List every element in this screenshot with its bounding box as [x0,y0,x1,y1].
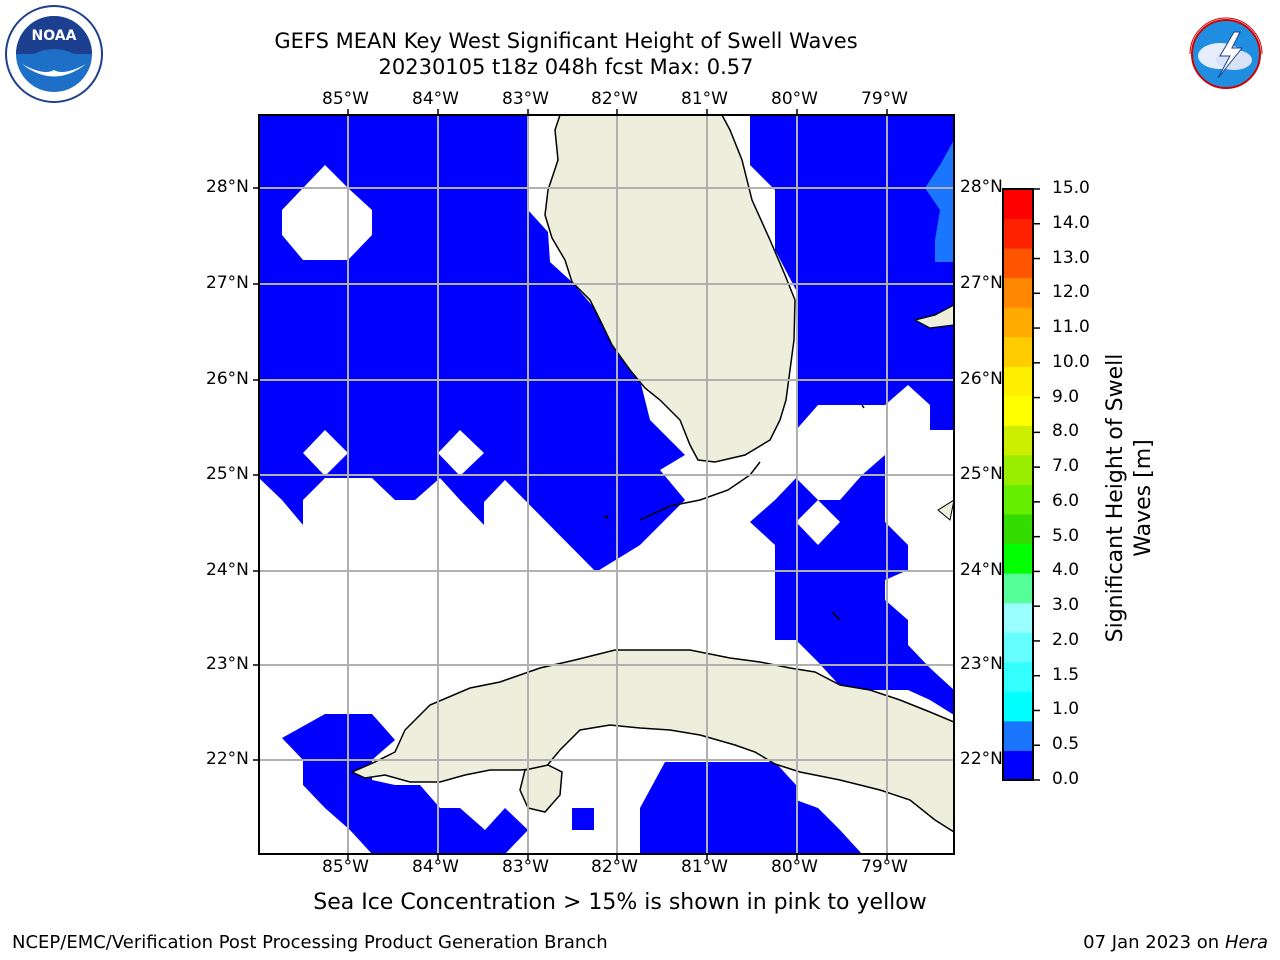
lat-label-left: 27°N [206,273,249,293]
swell-region-south [640,762,862,854]
florida-keys [639,461,761,521]
lon-label-bottom: 84°W [412,857,459,877]
colorbar-tick-label: 7.0 [1052,456,1080,477]
map-frame [258,114,955,855]
colorbar-tick-label: 12.0 [1052,282,1090,303]
lon-label-top: 83°W [502,89,549,109]
footer-host: Hera [1224,932,1268,953]
lon-label-bottom: 80°W [771,857,818,877]
colorbar-bin [1003,602,1033,633]
footer-date: 07 Jan 2023 on Hera [1083,932,1268,953]
lon-label-bottom: 79°W [861,857,908,877]
colorbar-bin [1003,307,1033,338]
colorbar-tick-label: 6.0 [1052,490,1080,511]
colorbar-tick-label: 0.0 [1052,769,1080,789]
swell-region-southwest [282,714,528,854]
colorbar-bin [1003,425,1033,456]
lat-label-left: 22°N [206,749,249,769]
lon-label-top: 79°W [861,89,908,109]
colorbar-bin [1003,573,1033,604]
lon-label-bottom: 81°W [681,857,728,877]
map-ticks [253,109,888,860]
lat-label-right: 22°N [960,749,1003,769]
swell-cell-small [572,808,594,830]
colorbar-bin [1003,248,1033,279]
colorbar-bin [1003,218,1033,249]
lon-label-bottom: 85°W [322,857,369,877]
chart-subtitle: 20230105 t18z 048h fcst Max: 0.57 [378,55,754,79]
footer-credit: NCEP/EMC/Verification Post Processing Pr… [12,932,608,953]
colorbar-bin [1003,484,1033,515]
colorbar-bin [1003,277,1033,308]
colorbar-tick-label: 8.0 [1052,421,1080,442]
colorbar-bin [1003,189,1033,220]
colorbar-tick-label: 10.0 [1052,351,1090,372]
colorbar-bin [1003,336,1033,367]
colorbar-tick-label: 3.0 [1052,595,1080,616]
lon-label-top: 84°W [412,89,459,109]
lat-label-right: 28°N [960,177,1003,197]
colorbar-tick-label: 1.5 [1052,664,1080,685]
isla-juventud-land [519,764,563,813]
colorbar-bin [1003,454,1033,485]
lon-label-top: 85°W [322,89,369,109]
colorbar-tick-label: 11.0 [1052,317,1090,338]
lat-label-left: 26°N [206,369,249,389]
swell-region-higher [925,140,954,262]
nws-logo [1178,6,1274,102]
lat-label-right: 23°N [960,654,1003,674]
no-data-diamond-1 [303,430,348,476]
sea-ice-note: Sea Ice Concentration > 15% is shown in … [313,890,927,915]
colorbar-tick-label: 2.0 [1052,629,1080,650]
colorbar-bin [1003,632,1033,663]
lon-label-top: 80°W [771,89,818,109]
chart-title: GEFS MEAN Key West Significant Height of… [274,29,858,53]
lat-label-left: 25°N [206,464,249,484]
noaa-logo: NOAA [5,5,103,103]
colorbar-tick-label: 9.0 [1052,386,1080,407]
colorbar-bin [1003,543,1033,574]
lat-label-right: 27°N [960,273,1003,293]
colorbar-title: Significant Height of Swell Waves [m] [1103,353,1156,643]
lat-label-left: 24°N [206,560,249,580]
lat-label-right: 24°N [960,560,1003,580]
colorbar [1002,188,1040,781]
lon-label-top: 82°W [591,89,638,109]
colorbar-tick-label: 13.0 [1052,247,1090,268]
lon-label-bottom: 83°W [502,857,549,877]
lon-label-top: 81°W [681,89,728,109]
footer-date-text: 07 Jan 2023 on [1083,932,1225,953]
florida-land [544,115,796,463]
colorbar-bin [1003,691,1033,722]
lat-label-left: 23°N [206,654,249,674]
lon-label-bottom: 82°W [591,857,638,877]
bahamas-land [913,304,954,329]
graticule [259,115,954,854]
colorbar-bin [1003,720,1033,751]
colorbar-bin [1003,750,1033,781]
lat-label-right: 26°N [960,369,1003,389]
no-data-diamond-2 [438,430,484,476]
swell-region-atlantic-fill [750,115,954,430]
colorbar-tick-label: 1.0 [1052,699,1080,720]
no-data-diamond-east [796,500,840,545]
colorbar-bin [1003,514,1033,545]
colorbar-tick-label: 0.5 [1052,734,1080,755]
lat-label-left: 28°N [206,177,249,197]
colorbar-tick-label: 14.0 [1052,212,1090,233]
colorbar-tick-label: 4.0 [1052,560,1080,581]
colorbar-bin [1003,366,1033,397]
colorbar-tick-label: 15.0 [1052,178,1090,198]
noaa-logo-text: NOAA [32,28,77,44]
colorbar-tick-label: 5.0 [1052,525,1080,546]
colorbar-bin [1003,661,1033,692]
lat-label-right: 25°N [960,464,1003,484]
colorbar-bin [1003,395,1033,426]
